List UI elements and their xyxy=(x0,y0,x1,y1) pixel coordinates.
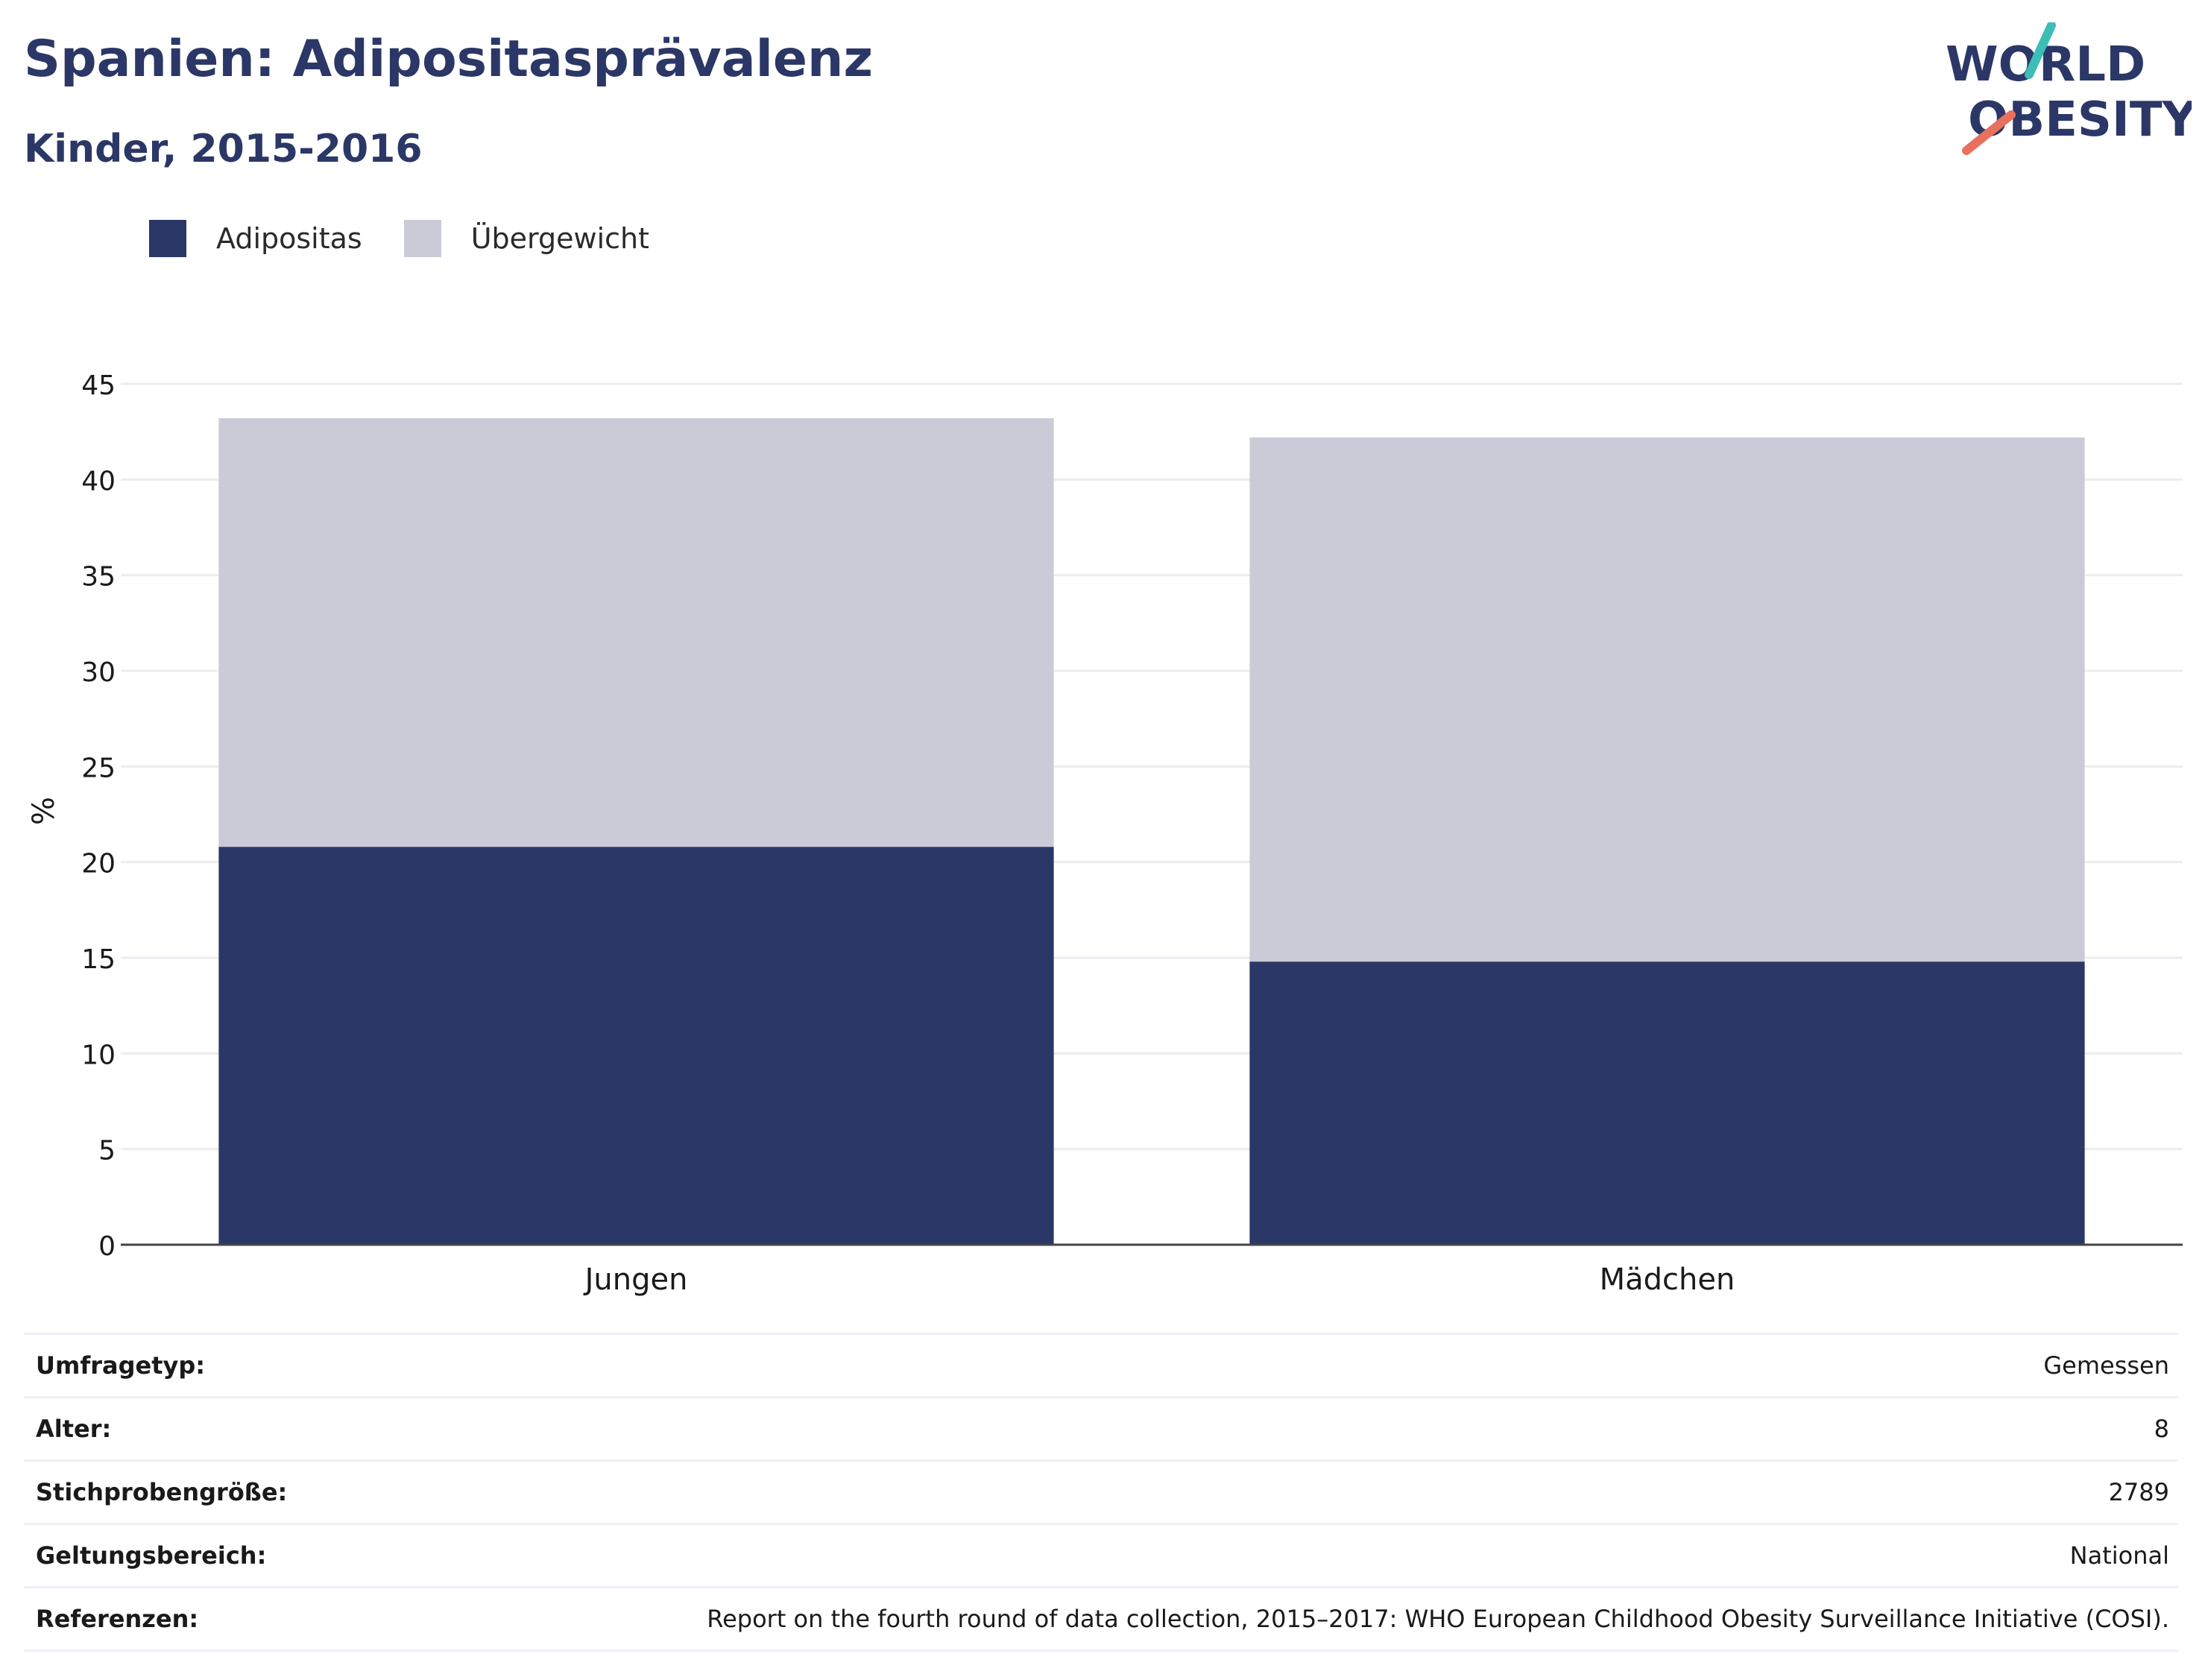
bar-adipositas-1[interactable] xyxy=(1249,961,2085,1245)
y-tick-label: 15 xyxy=(81,944,116,975)
chart-legend: Adipositas Übergewicht xyxy=(149,216,691,261)
legend-swatch-adipositas xyxy=(149,220,186,257)
logo-slash-coral xyxy=(1962,110,2016,155)
x-tick-label: Jungen xyxy=(583,1263,688,1297)
info-value: National xyxy=(2069,1541,2169,1570)
bar-adipositas-0[interactable] xyxy=(218,847,1054,1245)
world-obesity-logo: WORLD OBESITY xyxy=(1946,22,2192,155)
legend-item-adipositas[interactable]: Adipositas xyxy=(149,220,362,257)
chart-title: Spanien: Adipositasprävalenz xyxy=(24,30,874,89)
legend-item-uebergewicht[interactable]: Übergewicht xyxy=(403,220,649,257)
logo-slash-teal xyxy=(2025,22,2056,79)
legend-label: Adipositas xyxy=(216,222,362,255)
bars xyxy=(121,418,2183,1246)
info-label: Stichprobengröße: xyxy=(36,1478,288,1506)
info-value: Gemessen xyxy=(2043,1351,2169,1380)
info-label: Referenzen: xyxy=(36,1605,199,1633)
y-tick-label: 25 xyxy=(81,753,116,783)
info-row-references: Referenzen: Report on the fourth round o… xyxy=(24,1586,2178,1652)
info-row-age: Alter: 8 xyxy=(24,1396,2178,1459)
y-tick-label: 35 xyxy=(81,562,116,593)
y-tick-label: 20 xyxy=(81,849,116,880)
y-tick-label: 40 xyxy=(81,466,116,496)
y-tick-label: 5 xyxy=(98,1136,116,1166)
y-tick-label: 0 xyxy=(98,1231,116,1262)
stacked-bar-chart: 0 5 10 15 20 25 30 35 40 45 Jungen Mädchen % xyxy=(27,370,2183,1297)
info-table: Umfragetyp: Gemessen Alter: 8 Stichprobe… xyxy=(24,1333,2178,1652)
y-tick-label: 10 xyxy=(81,1040,116,1070)
x-tick-label: Mädchen xyxy=(1600,1263,1735,1297)
info-value: 2789 xyxy=(2108,1478,2169,1506)
chart-subtitle: Kinder, 2015-2016 xyxy=(24,127,423,171)
info-value: Report on the fourth round of data colle… xyxy=(707,1605,2169,1633)
y-axis-ticks: 0 5 10 15 20 25 30 35 40 45 xyxy=(81,370,116,1262)
info-label: Umfragetyp: xyxy=(36,1351,206,1380)
info-value: 8 xyxy=(2154,1415,2169,1443)
bar-uebergewicht-0[interactable] xyxy=(218,418,1054,847)
legend-swatch-uebergewicht xyxy=(403,220,441,257)
y-tick-label: 30 xyxy=(81,657,116,688)
info-row-scope: Geltungsbereich: National xyxy=(24,1523,2178,1586)
x-axis-ticks: Jungen Mädchen xyxy=(583,1263,1735,1297)
y-axis-label: % xyxy=(27,797,61,825)
legend-label: Übergewicht xyxy=(470,222,649,255)
y-tick-label: 45 xyxy=(81,370,116,401)
info-label: Alter: xyxy=(36,1415,112,1443)
info-label: Geltungsbereich: xyxy=(36,1541,267,1570)
info-row-sample-size: Stichprobengröße: 2789 xyxy=(24,1459,2178,1523)
bar-uebergewicht-1[interactable] xyxy=(1249,437,2085,962)
info-row-survey-type: Umfragetyp: Gemessen xyxy=(24,1333,2178,1396)
